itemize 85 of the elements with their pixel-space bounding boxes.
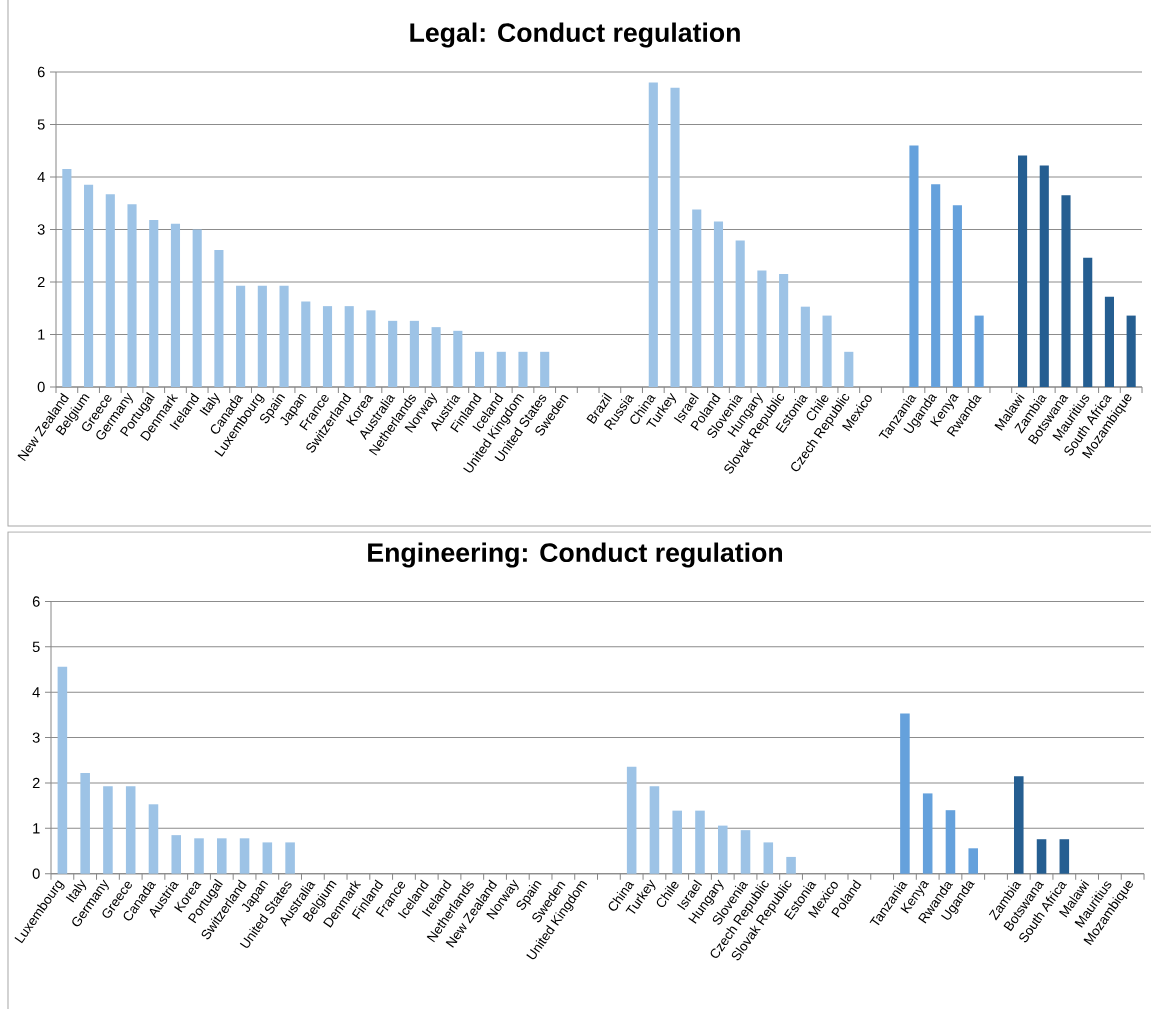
bar [148, 804, 159, 874]
y-tick-label: 1 [33, 823, 40, 834]
bar [670, 87, 680, 387]
bar [713, 221, 724, 387]
y-tick-label: 1 [38, 329, 45, 340]
bar [1014, 776, 1024, 874]
y-tick-label: 4 [37, 171, 45, 183]
bar [496, 351, 506, 387]
bar [900, 713, 910, 874]
bar [125, 786, 136, 874]
bar [285, 842, 295, 874]
bar [1039, 165, 1049, 387]
bar [262, 842, 273, 874]
bar [844, 351, 854, 387]
bar [62, 169, 72, 387]
bar [127, 204, 137, 387]
bar [974, 315, 984, 387]
bar [431, 327, 441, 387]
bar [672, 810, 682, 874]
bar [692, 209, 702, 387]
bar [695, 810, 705, 874]
bar [149, 220, 159, 387]
bar [648, 82, 658, 387]
bar [952, 205, 962, 387]
y-tick-label: 2 [32, 777, 40, 789]
bar [717, 825, 728, 874]
bar [257, 285, 267, 387]
bar [192, 229, 202, 387]
bar [171, 835, 182, 874]
bar [822, 315, 832, 387]
bar [968, 848, 979, 874]
bar [103, 786, 113, 874]
bar [757, 270, 767, 387]
bar [1126, 315, 1136, 387]
bar [301, 301, 311, 387]
bar [80, 772, 90, 874]
bar [649, 786, 660, 874]
bar [388, 320, 398, 387]
bar [786, 856, 796, 874]
chart-title: Engineering: Conduct regulation [368, 542, 783, 568]
bar [322, 306, 333, 387]
bar [1083, 257, 1093, 387]
y-tick-label: 0 [32, 868, 40, 879]
bar [740, 830, 751, 874]
bar [1061, 195, 1071, 387]
bar [1036, 839, 1047, 874]
bar [1104, 296, 1114, 387]
bar [626, 766, 637, 874]
bar [344, 306, 354, 387]
bar [800, 306, 810, 387]
bar [409, 320, 419, 387]
bar [474, 351, 485, 387]
bar [105, 194, 115, 387]
bar [214, 249, 224, 387]
bar [366, 310, 376, 387]
bar [279, 285, 289, 387]
bar [540, 351, 550, 387]
bar [194, 838, 204, 874]
y-tick-label: 6 [37, 66, 45, 78]
bar [518, 351, 528, 387]
bar [57, 666, 68, 874]
y-tick-label: 0 [37, 381, 45, 393]
bar [763, 842, 774, 874]
bar [945, 810, 956, 874]
bar [1059, 839, 1070, 874]
y-tick-label: 2 [37, 276, 45, 288]
bar [779, 274, 789, 387]
bar [1018, 155, 1028, 387]
bar [909, 145, 919, 387]
bar [931, 184, 941, 387]
y-tick-label: 3 [32, 732, 40, 743]
y-tick-label: 3 [37, 224, 45, 235]
bar [170, 223, 181, 387]
chart-title: Legal: Conduct regulation [410, 22, 740, 48]
y-tick-label: 6 [32, 596, 40, 607]
bar [236, 285, 246, 387]
y-tick-label: 4 [32, 687, 40, 698]
y-tick-label: 5 [37, 119, 45, 130]
bar [735, 240, 745, 387]
bar [239, 838, 250, 874]
bar [217, 838, 227, 874]
bar [84, 184, 94, 387]
y-tick-label: 5 [32, 641, 40, 652]
bar [922, 793, 933, 874]
bar [453, 330, 463, 387]
